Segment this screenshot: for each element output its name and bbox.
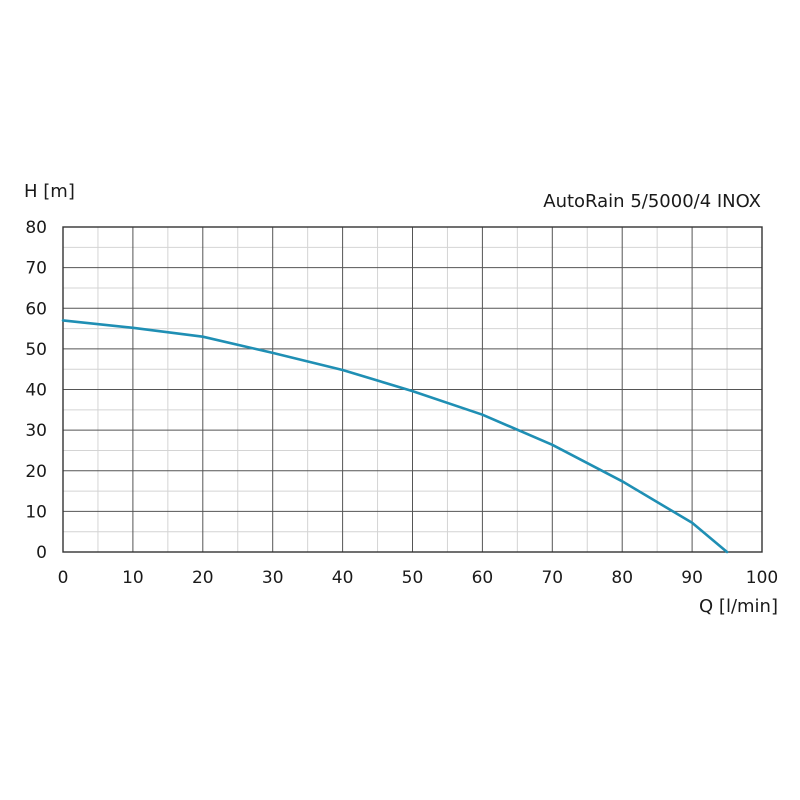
x-tick-label: 30 — [262, 568, 284, 588]
series-layer — [61, 319, 729, 554]
y-tick-label: 0 — [36, 543, 47, 563]
x-tick-label: 20 — [192, 568, 214, 588]
y-tick-label: 70 — [25, 259, 47, 279]
y-tick-label: 50 — [25, 340, 47, 360]
x-tick-label: 70 — [541, 568, 563, 588]
x-tick-labels: 0 10 20 30 40 50 60 70 80 90 100 — [58, 568, 779, 588]
series-line — [61, 319, 729, 554]
y-axis-label: H [m] — [24, 181, 75, 202]
x-axis-label: Q [l/min] — [699, 596, 778, 617]
chart-title: AutoRain 5/5000/4 INOX — [543, 191, 761, 212]
x-tick-label: 90 — [681, 568, 703, 588]
x-tick-label: 50 — [402, 568, 424, 588]
y-tick-label: 10 — [25, 502, 47, 522]
x-tick-label: 80 — [611, 568, 633, 588]
x-tick-label: 60 — [472, 568, 494, 588]
x-tick-label: 10 — [122, 568, 144, 588]
x-tick-label: 100 — [746, 568, 778, 588]
y-tick-label: 30 — [25, 421, 47, 441]
y-tick-label: 20 — [25, 462, 47, 482]
y-tick-label: 60 — [25, 299, 47, 319]
y-tick-labels: 0 10 20 30 40 50 60 70 80 — [25, 218, 47, 563]
plot-frame — [62, 226, 763, 553]
x-tick-label: 0 — [58, 568, 69, 588]
y-tick-label: 40 — [25, 381, 47, 401]
x-tick-label: 40 — [332, 568, 354, 588]
y-tick-label: 80 — [25, 218, 47, 238]
